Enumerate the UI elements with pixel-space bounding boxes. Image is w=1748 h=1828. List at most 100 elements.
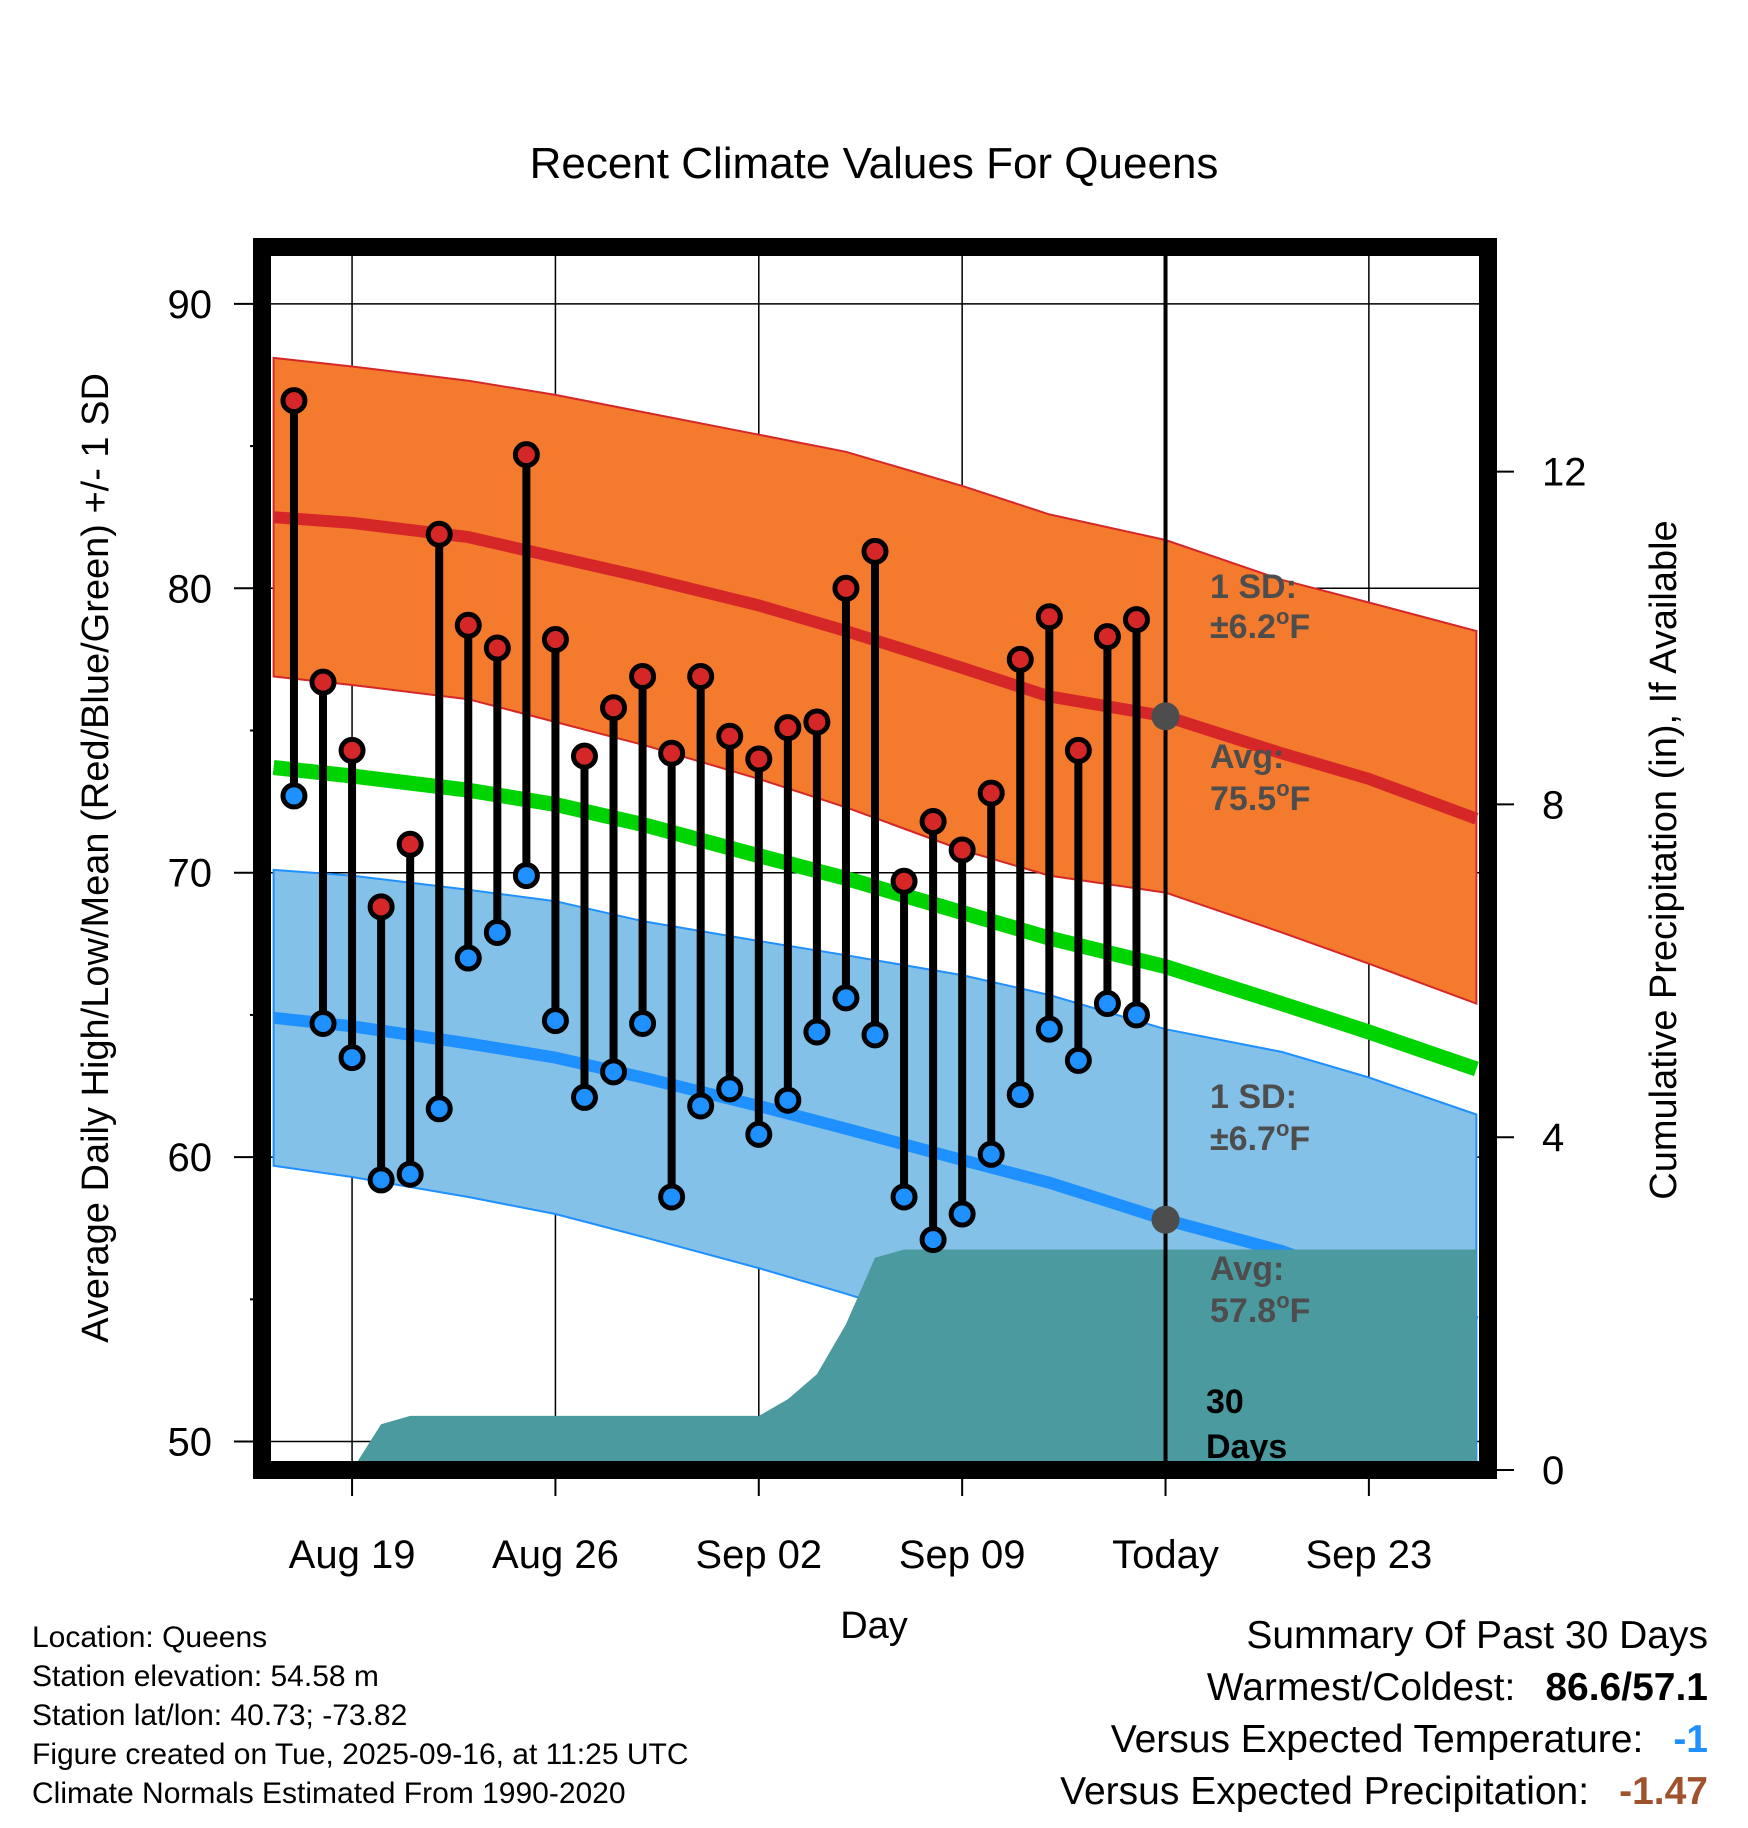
daily-low-point (454, 944, 482, 972)
y-axis-label-left: Average Daily High/Low/Mean (Red/Blue/Gr… (75, 373, 117, 1343)
latlon-text: Station lat/lon: 40.73; -73.82 (32, 1699, 408, 1732)
daily-low-point (1093, 990, 1121, 1018)
high-avg-value: 75.5oF (1210, 776, 1310, 818)
daily-high-point (1093, 623, 1121, 651)
daily-high-point (716, 722, 744, 750)
y-tick-label-left: 80 (168, 567, 213, 611)
low-sd-label: 1 SD: (1210, 1078, 1297, 1116)
daily-low-point (803, 1018, 831, 1046)
y-tick-label-left: 70 (168, 852, 213, 896)
location-text: Location: Queens (32, 1621, 268, 1654)
daily-high-point (541, 625, 569, 653)
daily-low-point (977, 1140, 1005, 1168)
daily-high-point (948, 836, 976, 864)
daily-high-point (803, 708, 831, 736)
daily-low-point (774, 1086, 802, 1114)
daily-high-point (1006, 645, 1034, 673)
daily-high-point (890, 867, 918, 895)
precip-anomaly-value: -1.47 (1619, 1770, 1708, 1813)
high-avg-label: Avg: (1210, 738, 1284, 776)
x-axis-label: Day (840, 1605, 908, 1647)
daily-high-point (658, 739, 686, 767)
elevation-text: Station elevation: 54.58 m (32, 1660, 379, 1693)
x-tick-label: Aug 19 (289, 1533, 416, 1577)
temp-anomaly-label: Versus Expected Temperature: (1110, 1718, 1644, 1761)
summary-warm-cold-row: Warmest/Coldest: 86.6/57.1 (1060, 1662, 1708, 1714)
daily-low-point (745, 1120, 773, 1148)
daily-low-point (338, 1044, 366, 1072)
high-sd-value: ±6.2oF (1210, 604, 1310, 646)
daily-low-point (425, 1095, 453, 1123)
days-count-label: 30 (1206, 1383, 1244, 1421)
daily-high-point (309, 668, 337, 696)
y-axis-label-right: Cumulative Precipitation (in), If Availa… (1643, 520, 1685, 1199)
daily-low-point (396, 1160, 424, 1188)
high-sd-label: 1 SD: (1210, 568, 1297, 606)
daily-high-point (977, 779, 1005, 807)
daily-high-point (774, 714, 802, 742)
daily-low-point (861, 1021, 889, 1049)
y-tick-label-right: 12 (1542, 451, 1587, 495)
daily-high-point (687, 662, 715, 690)
daily-low-point (716, 1075, 744, 1103)
daily-high-point (745, 745, 773, 773)
daily-low-point (1064, 1046, 1092, 1074)
x-tick-label: Aug 26 (492, 1533, 619, 1577)
y-tick-label-left: 50 (168, 1421, 213, 1465)
station-info: Location: Queens Station elevation: 54.5… (32, 1618, 689, 1813)
daily-high-point (396, 830, 424, 858)
daily-high-point (280, 387, 308, 415)
daily-low-point (367, 1166, 395, 1194)
daily-high-point (629, 662, 657, 690)
summary-temp-row: Versus Expected Temperature: -1 (1060, 1714, 1708, 1766)
today-high-normal-marker (1151, 702, 1180, 731)
daily-high-point (1035, 603, 1063, 631)
daily-high-point (570, 742, 598, 770)
y-tick-label-left: 90 (168, 283, 213, 327)
daily-high-point (832, 574, 860, 602)
daily-low-point (948, 1200, 976, 1228)
daily-low-point (890, 1183, 918, 1211)
daily-high-point (919, 808, 947, 836)
daily-high-point (1122, 606, 1150, 634)
warm-cold-label: Warmest/Coldest: (1206, 1666, 1516, 1709)
axes: 50 60 70 80 90 0 4 8 12 Aug 19 Aug 26 Sep 02 Sep 09 T… (168, 283, 1587, 1577)
daily-low-point (919, 1226, 947, 1254)
x-tick-label: Today (1112, 1533, 1219, 1577)
y-tick-label-right: 8 (1542, 783, 1564, 827)
daily-low-point (1122, 1001, 1150, 1029)
y-tick-label-right: 4 (1542, 1116, 1564, 1160)
daily-high-point (600, 694, 628, 722)
created-text: Figure created on Tue, 2025-09-16, at 11… (32, 1738, 689, 1771)
y-tick-label-left: 60 (168, 1136, 213, 1180)
today-markers (1151, 247, 1180, 1470)
daily-low-point (483, 918, 511, 946)
summary-panel: Summary Of Past 30 Days Warmest/Coldest:… (1060, 1610, 1708, 1818)
precipitation-area (352, 1249, 1477, 1470)
x-tick-label: Sep 02 (695, 1533, 822, 1577)
daily-low-point (309, 1009, 337, 1037)
daily-low-point (280, 782, 308, 810)
today-low-normal-marker (1151, 1205, 1180, 1234)
precipitation-fill (352, 1249, 1477, 1470)
summary-precip-row: Versus Expected Precipitation: -1.47 (1060, 1766, 1708, 1818)
daily-high-point (861, 537, 889, 565)
daily-low-point (687, 1092, 715, 1120)
annotations: 1 SD: ±6.2oF Avg: 75.5oF 1 SD: ±6.7oF Av… (1206, 568, 1310, 1466)
low-avg-label: Avg: (1210, 1250, 1284, 1288)
x-tick-label: Sep 09 (899, 1533, 1026, 1577)
daily-low-point (541, 1007, 569, 1035)
plot-frame (253, 238, 1497, 1479)
daily-low-point (512, 862, 540, 890)
daily-low-point (570, 1083, 598, 1111)
daily-high-point (512, 441, 540, 469)
temp-anomaly-value: -1 (1673, 1718, 1708, 1761)
precip-anomaly-label: Versus Expected Precipitation: (1060, 1770, 1590, 1813)
low-sd-value: ±6.7oF (1210, 1116, 1310, 1158)
daily-high-point (338, 736, 366, 764)
daily-high-point (367, 893, 395, 921)
summary-heading: Summary Of Past 30 Days (1246, 1614, 1708, 1657)
x-tick-label: Sep 23 (1305, 1533, 1432, 1577)
daily-low-point (1006, 1081, 1034, 1109)
days-word-label: Days (1206, 1428, 1287, 1466)
